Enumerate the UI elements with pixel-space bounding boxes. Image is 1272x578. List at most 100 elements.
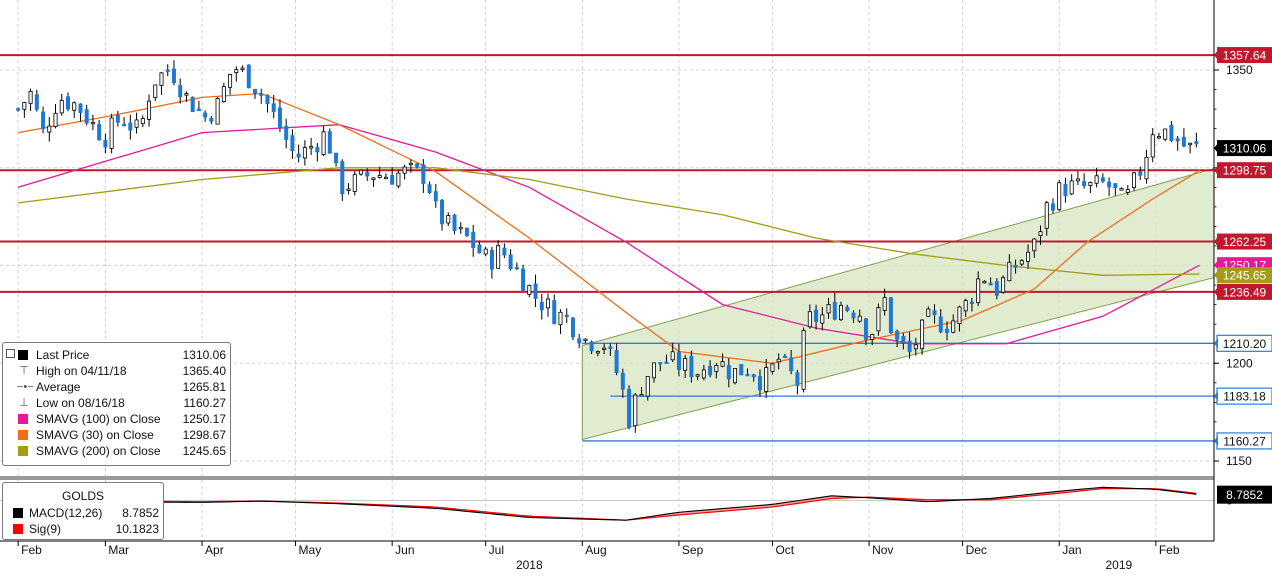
candle-body <box>602 347 607 351</box>
candle-body <box>16 108 21 111</box>
candle <box>645 376 650 401</box>
candle-body <box>1019 260 1024 265</box>
candle <box>259 88 264 104</box>
candle-body <box>863 318 868 340</box>
candle <box>676 343 681 377</box>
candle-body <box>583 338 588 342</box>
candle <box>427 181 432 195</box>
candle-body <box>627 388 632 428</box>
y-tick-label: 1200 <box>1226 356 1253 370</box>
candle <box>396 169 401 189</box>
legend-value: 1250.17 <box>182 412 226 426</box>
candle <box>720 353 725 368</box>
candle-body <box>140 118 145 125</box>
candle <box>1069 174 1074 196</box>
candle-body <box>433 191 438 202</box>
candle-body <box>477 244 482 254</box>
candle <box>876 303 881 336</box>
candle <box>128 114 133 140</box>
candle-body <box>1094 175 1099 184</box>
candle <box>832 292 837 321</box>
candle <box>383 173 388 180</box>
candle-body <box>265 95 270 105</box>
candle-body <box>570 317 575 338</box>
candle-body <box>608 346 613 350</box>
candle-body <box>452 214 457 231</box>
candle <box>708 360 713 378</box>
candle <box>134 112 139 134</box>
candle <box>751 373 756 382</box>
candle-body <box>708 365 713 376</box>
candle-body <box>845 306 850 311</box>
candle-body <box>577 338 582 344</box>
candle <box>109 113 114 154</box>
candle-body <box>396 172 401 187</box>
candle <box>22 101 27 118</box>
candle <box>1163 128 1168 142</box>
candle-body <box>1044 202 1049 229</box>
macd-legend: GOLDS MACD(12,26) 8.7852 Sig(9) 10.1823 <box>2 482 164 540</box>
macd-value-tag: 8.7852 <box>1217 485 1272 504</box>
legend-value: 1245.65 <box>182 444 226 458</box>
candle-body <box>259 93 264 96</box>
candle <box>358 169 363 176</box>
candle <box>1150 128 1155 163</box>
y-tick-label: 1150 <box>1226 454 1252 468</box>
candle <box>184 91 189 103</box>
candle <box>1026 244 1031 269</box>
candle <box>1032 238 1037 258</box>
candle-body <box>963 300 968 312</box>
candle <box>745 368 750 377</box>
candle <box>1013 259 1018 274</box>
candle <box>714 363 719 379</box>
candle-body <box>28 90 33 104</box>
candle <box>203 110 208 122</box>
candle-body <box>589 341 594 352</box>
candle <box>583 338 588 344</box>
value-tag-pointer <box>1214 338 1218 349</box>
value-tag: 1298.75 <box>1214 162 1272 179</box>
candle <box>913 337 918 356</box>
candle-body <box>1050 203 1055 211</box>
candle-body <box>839 304 844 321</box>
macd-legend-title: GOLDS <box>61 489 104 503</box>
candle <box>938 309 943 334</box>
macd-legend-row-macd: MACD(12,26) 8.7852 <box>3 505 163 521</box>
x-tick-label: Feb <box>1159 543 1180 557</box>
candle-body <box>564 314 569 317</box>
candle-body <box>552 300 557 325</box>
candle-body <box>196 108 201 111</box>
legend-collapse-icon[interactable] <box>6 349 15 358</box>
candle <box>764 358 769 398</box>
candle <box>789 349 794 375</box>
candle-body <box>820 314 825 324</box>
candle <box>982 280 987 284</box>
candle-body <box>271 103 276 112</box>
candle <box>1125 184 1130 196</box>
candle <box>215 96 220 125</box>
candle <box>689 350 694 383</box>
signal-swatch <box>13 524 23 534</box>
candle <box>240 65 245 73</box>
candle-body <box>1138 171 1143 176</box>
candle-body <box>1057 182 1062 211</box>
candle-body <box>1144 156 1149 180</box>
macd-line <box>18 486 1197 521</box>
candle <box>440 198 445 231</box>
candle-body <box>1063 183 1068 197</box>
value-tag-box <box>1217 233 1272 250</box>
candle-body <box>1125 189 1130 193</box>
candle <box>1019 258 1024 266</box>
candle-body <box>47 125 52 133</box>
candle-body <box>383 176 388 180</box>
candle-body <box>215 97 220 125</box>
candle <box>365 168 370 181</box>
candle <box>782 353 787 359</box>
candle-body <box>932 310 937 316</box>
legend-swatch <box>18 414 28 424</box>
candle <box>246 64 251 89</box>
candle-body <box>346 188 351 191</box>
candle <box>633 393 638 433</box>
candle-body <box>857 315 862 322</box>
legend-row: −•− Average 1265.81 <box>3 379 230 395</box>
